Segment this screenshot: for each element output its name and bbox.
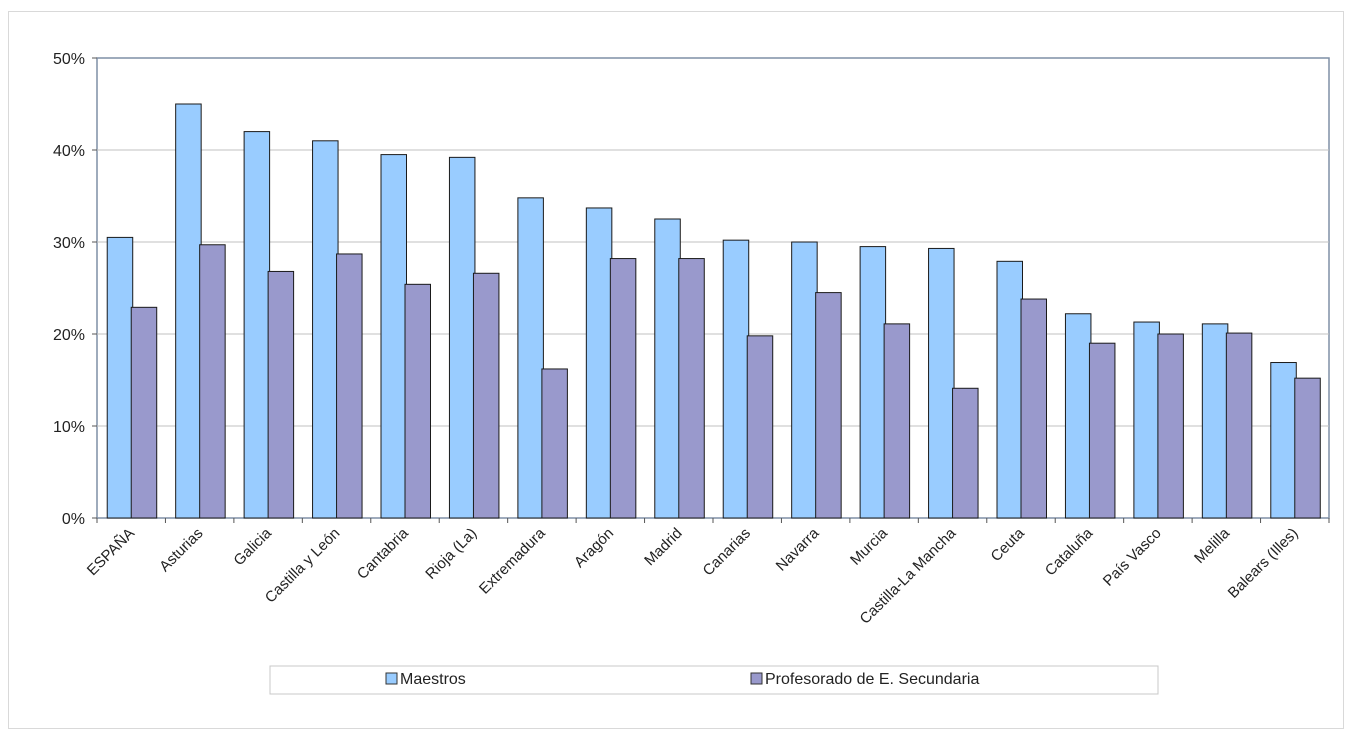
x-tick-label: Murcia xyxy=(847,524,891,568)
x-tick-label: País Vasco xyxy=(1100,525,1165,590)
bar-profesorado-13 xyxy=(1020,298,1047,519)
bar-maestros-16 xyxy=(1201,323,1229,519)
x-tick-label: Rioja (La) xyxy=(422,525,480,583)
bar-maestros-15 xyxy=(1133,321,1160,519)
y-tick-label: 20% xyxy=(53,327,85,344)
bar-maestros-13 xyxy=(996,260,1023,519)
x-tick-label: Balears (Illes) xyxy=(1225,525,1302,602)
bar-profesorado-2 xyxy=(267,270,295,519)
legend-label-maestros: Maestros xyxy=(400,671,466,688)
bar-profesorado-6 xyxy=(541,368,568,519)
legend-label-profesorado: Profesorado de E. Secundaria xyxy=(765,671,979,688)
legend: Maestros Profesorado de E. Secundaria xyxy=(269,665,1159,695)
bar-profesorado-16 xyxy=(1225,332,1253,519)
bar-profesorado-12 xyxy=(952,387,979,519)
bar-profesorado-5 xyxy=(472,272,500,519)
x-tick-label: Galicia xyxy=(230,524,275,569)
bar-maestros-9 xyxy=(722,239,750,519)
bar-maestros-2 xyxy=(243,131,271,519)
bar-profesorado-11 xyxy=(883,323,911,519)
x-tick-label: Cataluña xyxy=(1042,524,1097,579)
bar-profesorado-7 xyxy=(609,258,637,519)
chart-frame xyxy=(8,11,1344,729)
x-tick-label: Asturias xyxy=(156,525,206,575)
bar-profesorado-15 xyxy=(1157,333,1184,519)
legend-swatch-maestros xyxy=(385,672,398,685)
gridlines xyxy=(97,149,1329,427)
bar-profesorado-4 xyxy=(404,283,431,519)
x-tick-label: Extremadura xyxy=(476,524,549,597)
bar-maestros-10 xyxy=(791,241,818,519)
x-tick-label: Navarra xyxy=(773,524,823,574)
bar-profesorado-9 xyxy=(746,335,774,519)
bar-maestros-1 xyxy=(175,103,202,519)
bar-maestros-8 xyxy=(654,218,681,519)
y-tick-label: 40% xyxy=(53,143,85,160)
y-tick-label: 10% xyxy=(53,419,85,436)
x-tick-label: ESPAÑA xyxy=(84,525,138,579)
x-tick-label: Melilla xyxy=(1191,524,1234,567)
x-tick-label: Canarias xyxy=(700,525,754,579)
bars xyxy=(106,103,1321,519)
bar-maestros-0 xyxy=(106,236,134,519)
bar-profesorado-3 xyxy=(336,253,363,519)
y-axis-ticks: 0% 10% 20% 30% 40% 50% xyxy=(53,51,97,528)
x-tick-label: Ceuta xyxy=(988,524,1029,565)
bar-maestros-6 xyxy=(517,197,544,519)
bar-profesorado-17 xyxy=(1294,377,1321,519)
x-tick-label: Cantabria xyxy=(354,524,412,582)
bar-maestros-7 xyxy=(585,207,613,519)
x-tick-label: Aragón xyxy=(571,525,617,571)
y-tick-label: 0% xyxy=(62,511,85,528)
legend-swatch-profesorado xyxy=(750,672,763,685)
x-tick-label: Madrid xyxy=(641,525,685,569)
bar-profesorado-8 xyxy=(678,258,705,519)
bar-maestros-5 xyxy=(448,156,476,519)
bar-profesorado-0 xyxy=(130,306,158,519)
y-tick-label: 30% xyxy=(53,235,85,252)
y-tick-label: 50% xyxy=(53,51,85,68)
bar-maestros-17 xyxy=(1270,362,1297,519)
bar-maestros-4 xyxy=(380,154,407,519)
legend-box xyxy=(269,665,1159,695)
plot-area xyxy=(96,57,1330,519)
bar-maestros-3 xyxy=(312,140,339,519)
bar-profesorado-1 xyxy=(199,244,226,519)
bar-maestros-14 xyxy=(1064,313,1092,519)
bar-maestros-12 xyxy=(928,247,955,519)
bar-profesorado-10 xyxy=(815,292,842,519)
bar-maestros-11 xyxy=(859,246,887,519)
bar-profesorado-14 xyxy=(1088,342,1116,519)
